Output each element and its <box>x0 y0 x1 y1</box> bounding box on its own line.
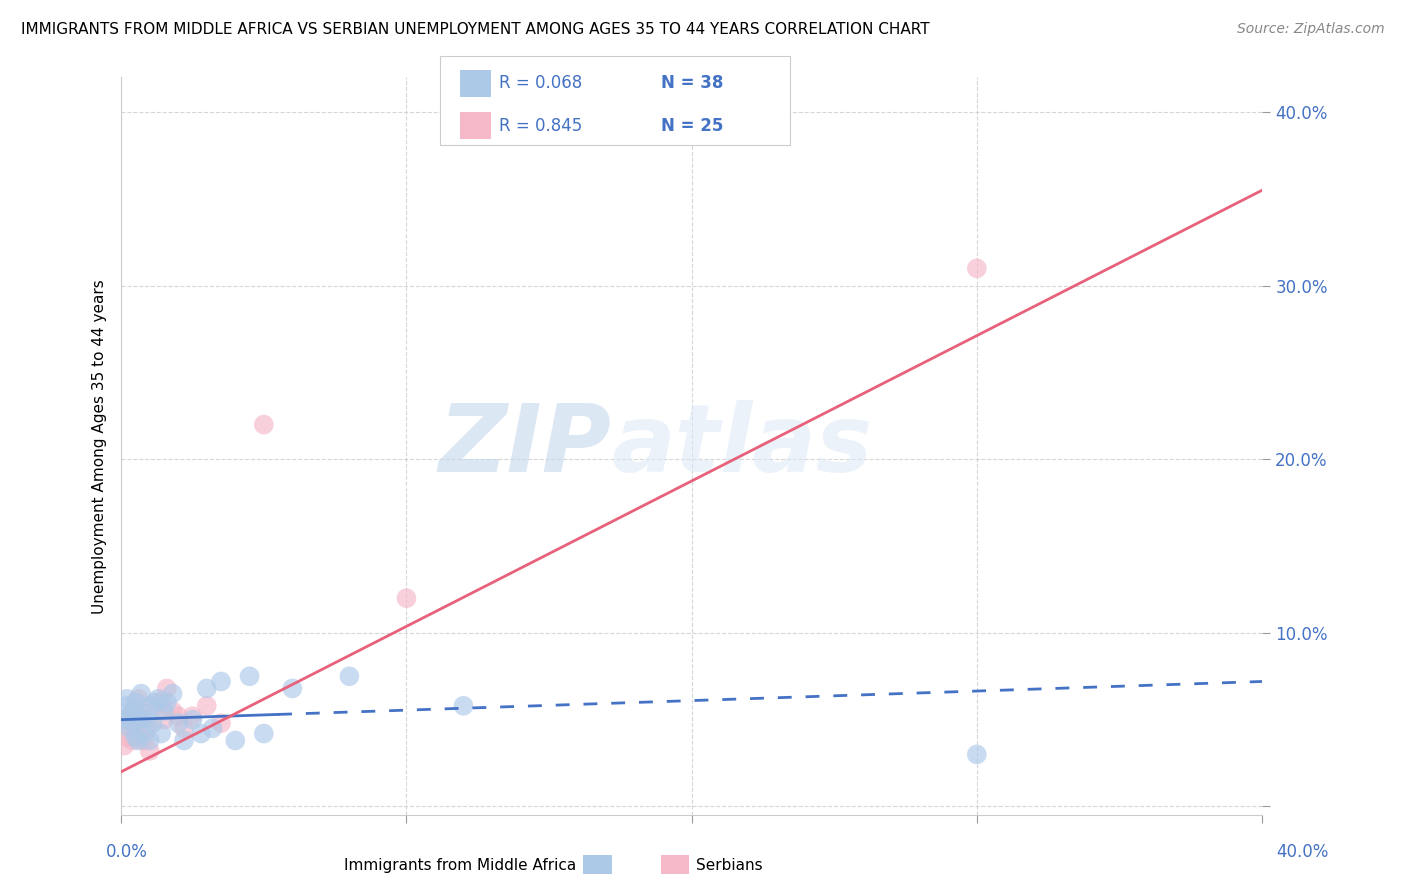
Point <box>153 704 176 718</box>
Point <box>150 726 173 740</box>
Text: atlas: atlas <box>612 401 873 492</box>
Point <box>173 733 195 747</box>
Point <box>132 726 155 740</box>
Point <box>162 687 184 701</box>
Text: Serbians: Serbians <box>696 858 762 872</box>
Point <box>253 417 276 432</box>
Point <box>142 716 165 731</box>
Point <box>209 674 232 689</box>
Y-axis label: Unemployment Among Ages 35 to 44 years: Unemployment Among Ages 35 to 44 years <box>93 279 107 614</box>
Point <box>129 713 152 727</box>
Point <box>121 704 143 718</box>
Point <box>156 695 179 709</box>
Point <box>112 713 135 727</box>
Point <box>118 709 141 723</box>
Point <box>253 726 276 740</box>
Point <box>129 687 152 701</box>
Point <box>121 716 143 731</box>
Point <box>124 695 146 709</box>
Text: R = 0.068: R = 0.068 <box>499 74 582 92</box>
Point <box>181 709 204 723</box>
Point <box>115 698 138 713</box>
Point <box>145 698 167 713</box>
Point <box>224 733 246 747</box>
Point <box>135 713 157 727</box>
Point <box>190 726 212 740</box>
Point <box>153 713 176 727</box>
Point <box>150 695 173 709</box>
Point <box>201 722 224 736</box>
Point <box>966 747 988 762</box>
Text: Source: ZipAtlas.com: Source: ZipAtlas.com <box>1237 22 1385 37</box>
Text: IMMIGRANTS FROM MIDDLE AFRICA VS SERBIAN UNEMPLOYMENT AMONG AGES 35 TO 44 YEARS : IMMIGRANTS FROM MIDDLE AFRICA VS SERBIAN… <box>21 22 929 37</box>
Point <box>112 739 135 753</box>
Point <box>173 722 195 736</box>
Point <box>148 691 170 706</box>
Point <box>238 669 260 683</box>
Point <box>127 704 149 718</box>
Point <box>129 713 152 727</box>
Point <box>124 704 146 718</box>
Point <box>124 716 146 731</box>
Point <box>966 261 988 276</box>
Text: 40.0%: 40.0% <box>1277 843 1329 861</box>
Point <box>118 709 141 723</box>
Text: R = 0.845: R = 0.845 <box>499 117 582 135</box>
Point <box>139 744 162 758</box>
Point <box>135 722 157 736</box>
Point <box>127 691 149 706</box>
Point <box>453 698 475 713</box>
Point <box>139 733 162 747</box>
Text: ZIP: ZIP <box>439 401 612 492</box>
Point <box>145 695 167 709</box>
Point <box>162 704 184 718</box>
Point <box>127 733 149 747</box>
Point <box>118 722 141 736</box>
Point <box>132 733 155 747</box>
Point <box>124 730 146 744</box>
Point <box>209 716 232 731</box>
Text: 0.0%: 0.0% <box>105 843 148 861</box>
Point <box>139 698 162 713</box>
Text: N = 25: N = 25 <box>661 117 723 135</box>
Point <box>395 591 418 606</box>
Point <box>167 716 190 731</box>
Text: N = 38: N = 38 <box>661 74 723 92</box>
Point <box>115 691 138 706</box>
Point <box>195 681 218 696</box>
Point <box>181 713 204 727</box>
Point <box>167 709 190 723</box>
Point <box>118 722 141 736</box>
Point <box>195 698 218 713</box>
Point <box>156 681 179 696</box>
Point <box>115 730 138 744</box>
Text: Immigrants from Middle Africa: Immigrants from Middle Africa <box>344 858 576 872</box>
Point <box>121 733 143 747</box>
Point <box>337 669 360 683</box>
Point <box>281 681 304 696</box>
